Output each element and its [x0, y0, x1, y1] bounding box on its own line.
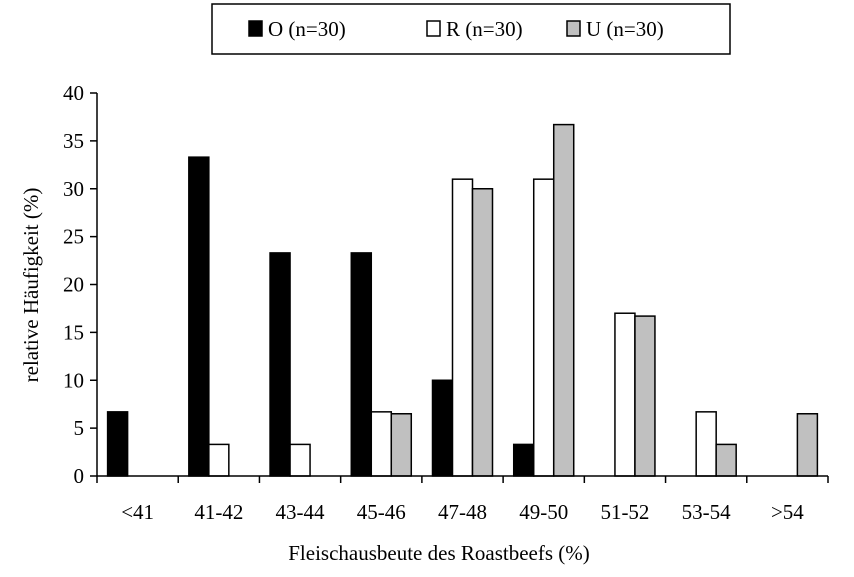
- bar-u: [634, 315, 656, 477]
- bar-u: [796, 413, 819, 477]
- bar-o: [512, 443, 535, 477]
- x-tick-label: 53-54: [682, 500, 731, 524]
- y-tick-label: 35: [63, 129, 84, 153]
- y-tick-label: 10: [63, 368, 84, 392]
- bar-o: [106, 411, 129, 477]
- x-tick-label: 47-48: [438, 500, 487, 524]
- legend-label-o: O (n=30): [268, 17, 346, 41]
- x-tick-label: 49-50: [519, 500, 568, 524]
- x-tick-label: 41-42: [194, 500, 243, 524]
- bar-o: [188, 156, 210, 477]
- bar-o: [431, 379, 454, 477]
- x-tick-label: 43-44: [276, 500, 325, 524]
- bar-r: [614, 312, 636, 477]
- bars: [106, 123, 819, 477]
- y-tick-label: 20: [63, 273, 84, 297]
- y-tick-label: 40: [63, 81, 84, 105]
- x-tick-label: 51-52: [600, 500, 649, 524]
- y-axis-title: relative Häufigkeit (%): [19, 188, 43, 383]
- y-tick-label: 15: [63, 320, 84, 344]
- bar-o: [269, 252, 291, 477]
- bar-r: [451, 178, 474, 477]
- y-tick-label: 30: [63, 177, 84, 201]
- bar-r: [695, 411, 717, 477]
- y-tick-label: 0: [74, 464, 85, 488]
- bar-u: [552, 123, 575, 477]
- bar-r: [532, 178, 555, 477]
- bar-r: [370, 411, 393, 477]
- bar-o: [350, 252, 373, 477]
- legend-swatch-r: [426, 20, 441, 37]
- x-tick-label: 45-46: [357, 500, 406, 524]
- y-axis-ticks: 0 5 10 15 20 25 30 35 40: [63, 81, 97, 488]
- legend-label-r: R (n=30): [446, 17, 523, 41]
- x-axis-title: Fleischausbeute des Roastbeefs (%): [288, 541, 590, 565]
- legend-swatch-u: [566, 20, 581, 37]
- legend-swatch-o: [248, 20, 263, 37]
- bar-u: [390, 413, 413, 477]
- bar-u: [471, 188, 494, 477]
- x-tick-label: >54: [771, 500, 804, 524]
- legend-label-u: U (n=30): [586, 17, 664, 41]
- x-tick-label: <41: [121, 500, 154, 524]
- legend: O (n=30) R (n=30) U (n=30): [211, 3, 731, 55]
- legend-box: [211, 3, 731, 55]
- bar-r: [289, 443, 311, 477]
- y-tick-label: 25: [63, 225, 84, 249]
- x-axis-ticks: <41 41-42 43-44 45-46 47-48 49-50 51-52 53-54 >5…: [96, 476, 829, 524]
- bar-u: [715, 443, 737, 477]
- bar-r: [208, 443, 230, 477]
- y-tick-label: 5: [74, 416, 85, 440]
